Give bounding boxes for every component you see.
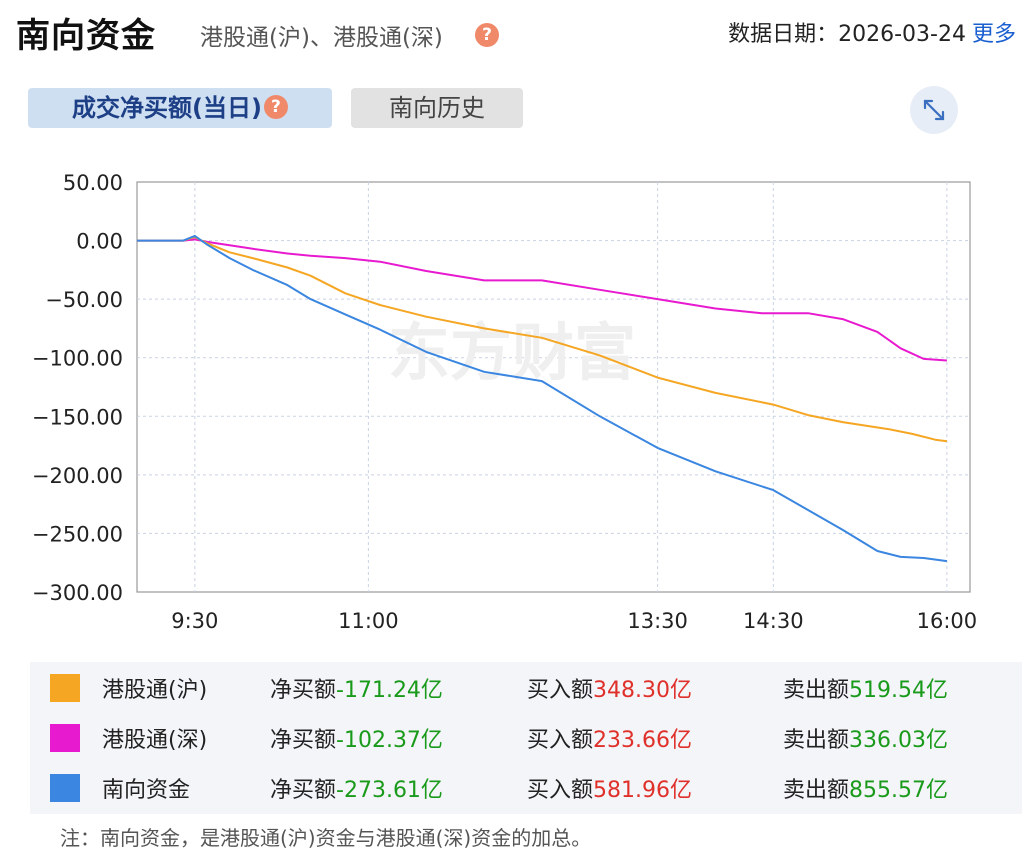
legend-row: 南向资金 净买额-273.61亿 买入额581.96亿 卖出额855.57亿: [30, 762, 1022, 812]
x-tick-label: 14:30: [743, 609, 804, 633]
series-color-swatch: [50, 724, 80, 752]
net-buy: 净买额-102.37亿: [270, 722, 443, 754]
series-name: 南向资金: [102, 778, 191, 803]
tab-label: 成交净买额(当日): [72, 94, 262, 122]
legend: 港股通(沪) 净买额-171.24亿 买入额348.30亿 卖出额519.54亿…: [30, 662, 1022, 814]
y-tick-label: −150.00: [32, 405, 123, 429]
series-color-swatch: [50, 674, 80, 702]
sell-value: 519.54亿: [849, 678, 948, 703]
date-value: 2026-03-24: [838, 22, 966, 47]
net-buy-value: -102.37亿: [336, 728, 443, 753]
buy-value: 233.66亿: [593, 728, 692, 753]
sell-value: 336.03亿: [849, 728, 948, 753]
series-line-2: [137, 238, 947, 362]
x-tick-label: 16:00: [917, 609, 978, 633]
page-subtitle: 港股通(沪)、港股通(深) ?: [200, 18, 499, 52]
buy-value: 348.30亿: [593, 678, 692, 703]
net-buy-label: 净买额: [270, 728, 337, 753]
date-label: 数据日期：: [728, 22, 839, 47]
y-tick-label: −50.00: [45, 288, 123, 312]
y-tick-label: −300.00: [32, 581, 123, 605]
buy-label: 买入额: [527, 778, 594, 803]
y-tick-label: −250.00: [32, 522, 123, 546]
y-tick-label: 50.00: [63, 171, 123, 195]
buy-amount: 买入额233.66亿: [527, 722, 692, 754]
sell-value: 855.57亿: [849, 778, 948, 803]
sell-label: 卖出额: [783, 778, 850, 803]
series-color-swatch: [50, 774, 80, 802]
tab-southbound-history[interactable]: 南向历史: [351, 88, 523, 128]
buy-label: 买入额: [527, 728, 594, 753]
net-buy: 净买额-273.61亿: [270, 772, 443, 804]
buy-amount: 买入额581.96亿: [527, 772, 692, 804]
net-buy-value: -273.61亿: [336, 778, 443, 803]
y-tick-label: −100.00: [32, 347, 123, 371]
plot-frame: [136, 181, 971, 593]
tab-net-buy-today[interactable]: 成交净买额(当日)?: [28, 88, 332, 128]
data-date: 数据日期：2026-03-24 更多: [728, 16, 1016, 48]
legend-row: 港股通(沪) 净买额-171.24亿 买入额348.30亿 卖出额519.54亿: [30, 662, 1022, 712]
sell-amount: 卖出额519.54亿: [783, 672, 948, 704]
buy-label: 买入额: [527, 678, 594, 703]
series-line-3: [137, 234, 948, 563]
series-name: 港股通(沪): [102, 678, 208, 703]
header: 南向资金 港股通(沪)、港股通(深) ? 数据日期：2026-03-24 更多: [0, 0, 1024, 64]
net-buy-chart: 东方财富 50.000.00−50.00−100.00−150.00−200.0…: [32, 171, 978, 633]
net-buy-label: 净买额: [270, 678, 337, 703]
net-buy-value: -171.24亿: [336, 678, 443, 703]
x-tick-label: 9:30: [171, 609, 218, 633]
sell-label: 卖出额: [783, 678, 850, 703]
buy-amount: 买入额348.30亿: [527, 672, 692, 704]
x-tick-label: 11:00: [338, 609, 399, 633]
buy-value: 581.96亿: [593, 778, 692, 803]
series-line-1: [137, 236, 948, 443]
expand-icon[interactable]: [910, 86, 958, 134]
net-buy: 净买额-171.24亿: [270, 672, 443, 704]
page-title: 南向资金: [16, 16, 156, 56]
y-tick-label: −200.00: [32, 464, 123, 488]
sell-label: 卖出额: [783, 728, 850, 753]
help-icon[interactable]: ?: [475, 23, 499, 47]
legend-row: 港股通(深) 净买额-102.37亿 买入额233.66亿 卖出额336.03亿: [30, 712, 1022, 762]
y-tick-label: 0.00: [76, 230, 123, 254]
help-icon[interactable]: ?: [263, 95, 288, 119]
tab-label: 南向历史: [389, 94, 485, 122]
net-buy-label: 净买额: [270, 778, 337, 803]
subtitle-text: 港股通(沪)、港股通(深): [200, 25, 443, 51]
sell-amount: 卖出额336.03亿: [783, 722, 948, 754]
x-tick-label: 13:30: [627, 609, 688, 633]
footnote: 注：南向资金，是港股通(沪)资金与港股通(深)资金的加总。: [60, 826, 592, 850]
more-link[interactable]: 更多: [971, 22, 1016, 47]
series-name: 港股通(深): [102, 728, 208, 753]
sell-amount: 卖出额855.57亿: [783, 772, 948, 804]
